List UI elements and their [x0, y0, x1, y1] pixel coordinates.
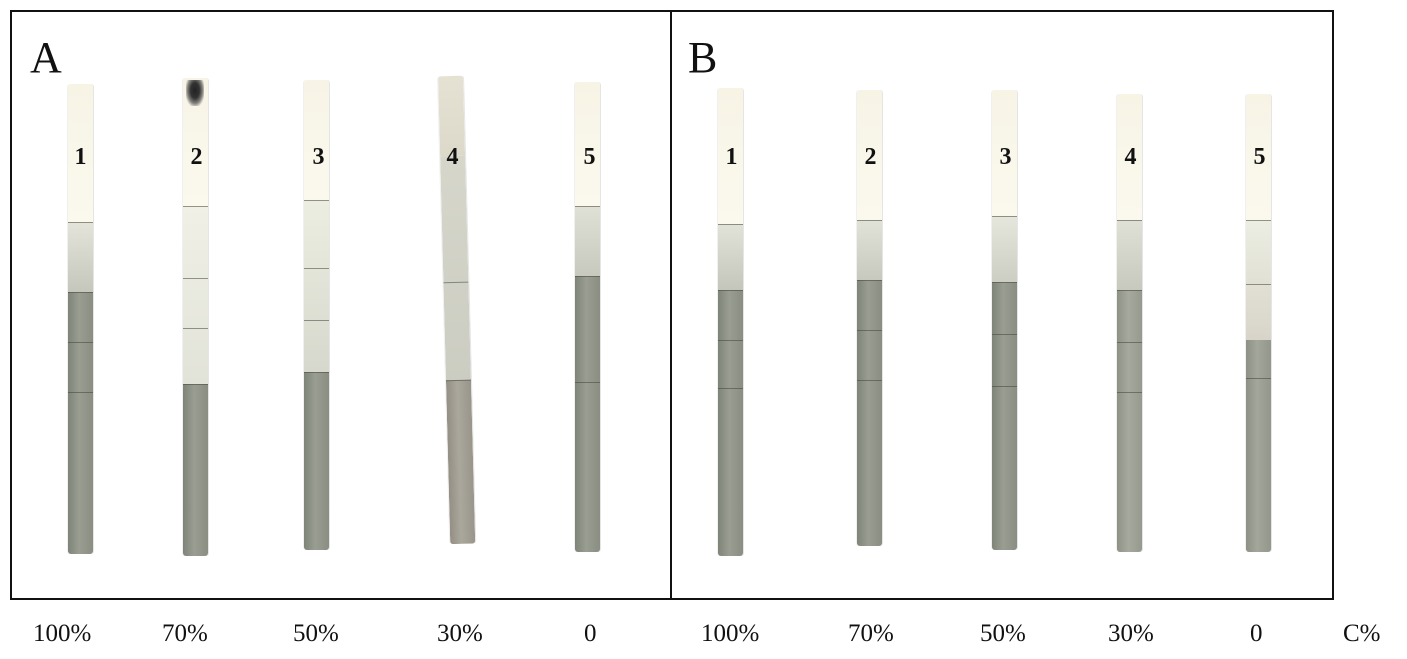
panel-label-a: A	[30, 33, 62, 82]
panel-label-b: B	[688, 33, 718, 82]
panel-a: A 1 2 3 4	[10, 10, 672, 600]
concentration-label-b5: 0	[1250, 620, 1263, 647]
concentration-label-a2: 70%	[162, 620, 208, 647]
strip-number-a3: 3	[312, 144, 325, 170]
concentration-label-a3: 50%	[293, 620, 339, 647]
test-strip-a5	[575, 82, 600, 552]
strip-number-a1: 1	[74, 144, 87, 170]
concentration-label-b2: 70%	[848, 620, 894, 647]
test-strip-b4	[1117, 94, 1142, 552]
strip-number-b2: 2	[864, 144, 877, 170]
test-strip-b5	[1246, 94, 1271, 552]
test-strip-a1	[68, 84, 93, 554]
test-strip-b2	[857, 90, 882, 546]
strip-number-b1: 1	[725, 144, 738, 170]
test-strip-a2	[183, 78, 208, 556]
panel-b: B 1 2 3 4	[670, 10, 1334, 600]
concentration-label-a5: 0	[584, 620, 597, 647]
concentration-label-a1: 100%	[33, 620, 92, 647]
test-strip-b3	[992, 90, 1017, 550]
concentration-label-b4: 30%	[1108, 620, 1154, 647]
test-strip-a3	[304, 80, 329, 550]
strip-number-a5: 5	[583, 144, 596, 170]
strip-number-a2: 2	[190, 144, 203, 170]
concentration-unit-label: C%	[1343, 620, 1381, 647]
concentration-label-b1: 100%	[701, 620, 760, 647]
test-strip-b1	[718, 88, 743, 556]
concentration-label-b3: 50%	[980, 620, 1026, 647]
strip-number-b4: 4	[1124, 144, 1137, 170]
concentration-label-a4: 30%	[437, 620, 483, 647]
strip-number-b5: 5	[1253, 144, 1266, 170]
strip-number-b3: 3	[999, 144, 1012, 170]
ink-smudge	[186, 80, 204, 106]
strip-number-a4: 4	[446, 144, 459, 170]
